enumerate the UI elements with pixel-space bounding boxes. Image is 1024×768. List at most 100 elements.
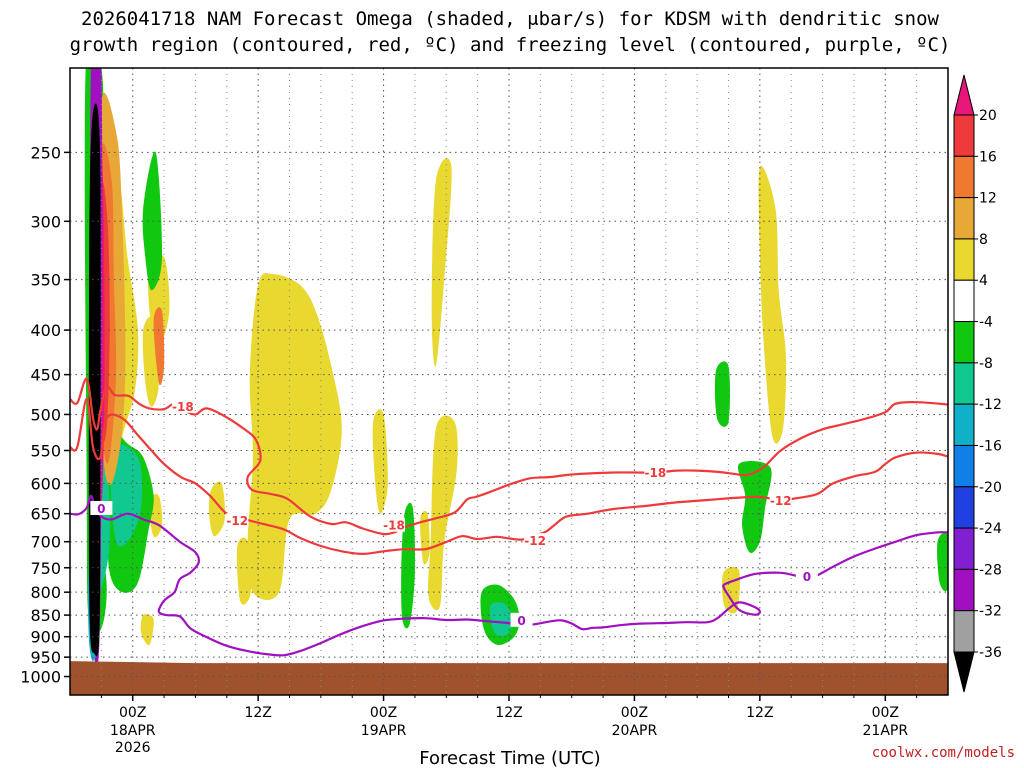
omega-region-21: [937, 532, 948, 592]
omega-region-8: [372, 409, 388, 514]
omega-shading-layer: [84, 68, 948, 668]
colorbar-label-10: -24: [979, 521, 1002, 537]
omega-region-32: [88, 103, 101, 657]
colorbar-label-7: -12: [979, 397, 1002, 413]
colorbar-label-4: 4: [979, 273, 988, 289]
omega-region-12: [721, 566, 740, 614]
freezing-level-line-label-bg-2: [795, 569, 818, 584]
omega-region-20: [737, 461, 772, 554]
omega-region-23: [489, 602, 513, 637]
x-tick-label-24-0: 00Z: [119, 705, 146, 721]
colorbar-label-6: -8: [979, 356, 993, 372]
omega-region-6: [140, 614, 154, 646]
colorbar-swatch-4: [953, 279, 975, 323]
y-tick-label-850: 850: [30, 606, 61, 625]
gridlines: [70, 68, 948, 695]
omega-region-27: [153, 307, 165, 386]
y-tick-label-950: 950: [30, 648, 61, 667]
x-tick-label-84-0: 12Z: [746, 705, 773, 721]
freezing-level-line-label-2: 0: [803, 570, 811, 584]
omega-region-7: [236, 537, 252, 605]
colorbar-label-9: -20: [979, 480, 1002, 496]
x-tick-label-60-0: 12Z: [495, 705, 522, 721]
colorbar-label-1: 16: [979, 149, 997, 165]
colorbar-swatch-6: [953, 362, 975, 405]
colorbar-swatch-5: [953, 321, 975, 364]
x-tick-label-72-0: 00Z: [621, 705, 648, 721]
omega-region-19: [714, 361, 731, 427]
freezing-level-line: [70, 494, 948, 657]
x-tick-label-96-0: 00Z: [872, 705, 899, 721]
contour-labels: -18 -18 -18 -12 -12 -12 0 0 0: [90, 398, 818, 628]
colorbar-label-3: 8: [979, 232, 988, 248]
colorbar-label-11: -28: [979, 562, 1002, 578]
isotherm-minus18-line-label-bg-2: [644, 465, 667, 480]
omega-region-15: [142, 151, 163, 291]
isotherm-minus18-line-label-bg-1: [383, 517, 406, 532]
isotherm-minus12-line-label-2: -12: [770, 494, 792, 508]
y-tick-label-350: 350: [30, 271, 61, 290]
colorbar-label-8: -16: [979, 438, 1002, 454]
chart-title-line1: 2026041718 NAM Forecast Omega (shaded, μ…: [81, 8, 939, 30]
y-axis: 250 300 350 400 450 500 550 600 650 700 750 800 850 9…: [20, 143, 70, 687]
y-tick-label-450: 450: [30, 366, 61, 385]
omega-region-24: [110, 444, 143, 547]
x-tick-label-36-0: 12Z: [244, 705, 271, 721]
y-tick-label-300: 300: [30, 212, 61, 231]
isotherm-minus12-line: [70, 397, 948, 556]
colorbar-label-13: -36: [979, 645, 1002, 661]
isotherm-minus12-line-label-bg-1: [524, 533, 547, 548]
isotherm-minus18-line-label-bg-0: [171, 398, 194, 413]
y-tick-label-700: 700: [30, 533, 61, 552]
x-tick-label-96-1: 21APR: [863, 723, 909, 739]
x-tick-label-24-2: 2026: [115, 740, 151, 756]
isotherm-minus18-line-label-0: -18: [172, 400, 194, 414]
colorbar-label-2: 12: [979, 191, 997, 207]
omega-region-4: [208, 481, 226, 537]
omega-region-0: [247, 273, 342, 600]
colorbar-swatch-1: [953, 155, 975, 199]
isotherm-minus12-line-label-bg-0: [226, 513, 249, 528]
colorbar-swatch-0: [953, 114, 975, 157]
colorbar-swatch-12: [953, 610, 975, 653]
omega-region-13: [758, 165, 787, 444]
isotherm-minus18-line-label-1: -18: [383, 519, 405, 533]
isotherm-minus18-line-label-2: -18: [644, 466, 666, 480]
colorbar-swatch-3: [953, 238, 975, 281]
x-axis-title: Forecast Time (UTC): [419, 748, 600, 768]
x-tick-label-72-1: 20APR: [612, 723, 658, 739]
omega-region-17: [401, 502, 416, 629]
y-tick-label-400: 400: [30, 321, 61, 340]
y-tick-label-750: 750: [30, 559, 61, 578]
isotherm-minus12-line-label-bg-2: [769, 493, 792, 508]
y-tick-label-1000: 1000: [20, 668, 61, 687]
colorbar-label-5: -4: [979, 315, 993, 331]
colorbar-swatch-8: [953, 444, 975, 488]
omega-region-10: [427, 415, 458, 611]
isotherm-minus12-line-label-0: -12: [226, 514, 248, 528]
colorbar: 20 16 12 8 4 -4 -8 -12 -16 -20 -24 -28 -32 -36: [953, 74, 1002, 693]
y-tick-label-550: 550: [30, 442, 61, 461]
omega-region-9: [431, 158, 452, 367]
colorbar-swatch-10: [953, 527, 975, 570]
freezing-level-line-label-1: 0: [517, 614, 525, 628]
omega-region-11: [420, 510, 430, 565]
y-tick-label-600: 600: [30, 474, 61, 493]
colorbar-label-12: -32: [979, 604, 1002, 620]
freezing-level-line-label-0: 0: [97, 502, 105, 516]
contour-layer: [70, 377, 948, 657]
colorbar-swatch-11: [953, 568, 975, 612]
colorbar-swatch-2: [953, 197, 975, 240]
colorbar-top-arrow: [953, 74, 975, 116]
colorbar-bottom-arrow: [953, 651, 975, 693]
y-tick-label-900: 900: [30, 628, 61, 647]
colorbar-swatch-9: [953, 486, 975, 529]
credit-text: coolwx.com/models: [872, 745, 1015, 761]
x-tick-label-24-1: 18APR: [110, 723, 156, 739]
isotherm-minus12-line-label-1: -12: [524, 534, 546, 548]
chart-title-line2: growth region (contoured, red, ºC) and f…: [70, 34, 951, 56]
y-tick-label-500: 500: [30, 405, 61, 424]
freezing-level-line-label-bg-0: [90, 500, 113, 515]
